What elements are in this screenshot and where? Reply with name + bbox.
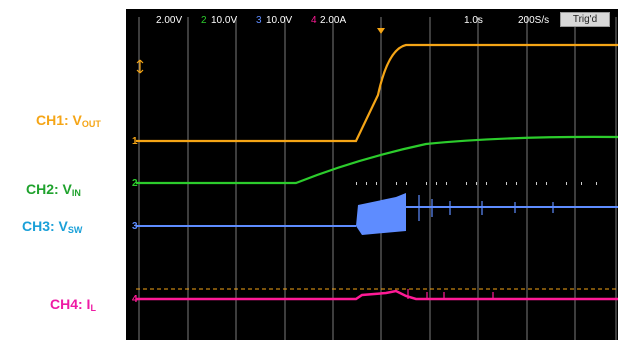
ch1-vout-trace <box>136 43 618 143</box>
ch4-scale-readout: 2.00A <box>320 15 346 26</box>
ch2-vin-label: CH2: VIN <box>26 181 81 198</box>
trigger-status-button[interactable]: Trig'd <box>560 12 610 27</box>
ch4-number: 4 <box>311 15 317 26</box>
ch3-label-main: CH3: V <box>22 218 68 234</box>
ch4-label-main: CH4: I <box>50 296 91 312</box>
ch3-ground-marker: 3 <box>132 221 138 232</box>
ch4-il-trace <box>136 289 618 301</box>
ch1-label-sub: OUT <box>81 119 101 129</box>
scope-display: 2.00V 2 10.0V 3 10.0V 4 2.00A 1.0s 200S/… <box>132 15 618 340</box>
center-dotted-graticule <box>356 182 597 185</box>
oscilloscope-screen: 2.00V 2 10.0V 3 10.0V 4 2.00A 1.0s 200S/… <box>126 9 618 340</box>
ch4-label-sub: L <box>90 303 96 313</box>
ch2-label-sub: IN <box>71 188 81 198</box>
ch1-scale-readout: 2.00V <box>156 15 182 26</box>
ch2-number: 2 <box>201 15 207 26</box>
ch4-current-spikes <box>407 289 494 299</box>
ch3-switching-spikes <box>418 195 554 221</box>
ch1-label-main: CH1: V <box>36 112 82 128</box>
timebase-readout: 1.0s <box>464 15 483 26</box>
ch1-vout-label: CH1: VOUT <box>36 112 101 129</box>
ch2-scale-readout: 10.0V <box>211 15 237 26</box>
ch4-ground-marker: 4 <box>132 294 138 305</box>
ch3-number: 3 <box>256 15 262 26</box>
ch3-switching-burst <box>356 193 406 235</box>
trigger-level-icon <box>136 59 144 74</box>
ch3-scale-readout: 10.0V <box>266 15 292 26</box>
ch3-vsw-label: CH3: VSW <box>22 218 82 235</box>
ch2-ground-marker: 2 <box>132 178 138 189</box>
ch3-label-sub: SW <box>67 225 83 235</box>
ch2-label-main: CH2: V <box>26 181 72 197</box>
sample-rate-readout: 200S/s <box>518 15 549 26</box>
scope-header: 2.00V 2 10.0V 3 10.0V 4 2.00A 1.0s 200S/… <box>156 15 549 26</box>
graticule-grid <box>138 17 617 340</box>
ch4-il-label: CH4: IL <box>50 296 96 313</box>
ch1-ground-marker: 1 <box>132 136 138 147</box>
trigger-position-marker <box>377 28 385 34</box>
ch2-vin-trace <box>136 135 618 185</box>
